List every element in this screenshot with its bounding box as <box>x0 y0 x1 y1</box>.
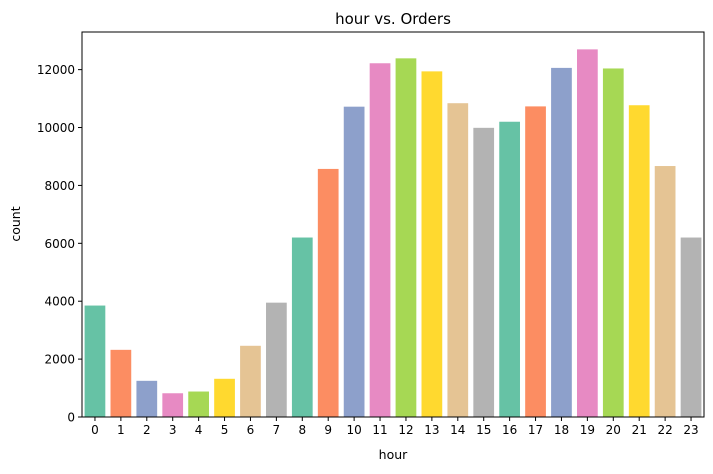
x-tick-label: 5 <box>221 423 229 437</box>
bar-hour-10 <box>343 106 365 418</box>
x-tick-label: 16 <box>502 423 517 437</box>
bar-hour-8 <box>291 237 313 417</box>
bar-hour-21 <box>628 105 650 418</box>
y-axis: 0 2000 4000 6000 8000 10000 12000 <box>37 63 82 425</box>
chart-title: hour vs. Orders <box>335 10 451 28</box>
x-axis-label: hour <box>379 447 408 462</box>
x-tick-label: 2 <box>143 423 151 437</box>
x-axis: 0 1 2 3 4 5 6 7 8 9 10 11 12 13 14 15 16 17 18 19 20 21 22 23 <box>91 417 699 437</box>
x-tick-label: 1 <box>117 423 125 437</box>
bars-group <box>84 49 702 418</box>
bar-hour-23 <box>680 237 702 417</box>
x-tick-label: 7 <box>273 423 281 437</box>
x-tick-label: 8 <box>298 423 306 437</box>
x-tick-label: 6 <box>247 423 255 437</box>
x-tick-label: 12 <box>398 423 413 437</box>
y-tick-label: 0 <box>67 411 75 425</box>
bar-hour-5 <box>214 378 235 417</box>
bar-hour-17 <box>525 106 546 417</box>
x-tick-label: 3 <box>169 423 177 437</box>
x-tick-label: 22 <box>657 423 672 437</box>
x-tick-label: 13 <box>424 423 439 437</box>
bar-hour-3 <box>162 393 184 417</box>
bar-hour-13 <box>421 71 443 418</box>
y-tick-label: 12000 <box>37 63 75 77</box>
bar-hour-19 <box>577 49 598 418</box>
bar-hour-14 <box>447 103 469 418</box>
x-tick-label: 20 <box>606 423 621 437</box>
bar-hour-1 <box>110 349 132 417</box>
y-axis-label: count <box>8 206 23 241</box>
y-tick-label: 8000 <box>44 179 75 193</box>
x-tick-label: 17 <box>528 423 543 437</box>
plot-frame <box>81 31 705 418</box>
x-tick-label: 11 <box>372 423 387 437</box>
y-tick-label: 4000 <box>44 295 75 309</box>
bar-hour-7 <box>266 302 287 417</box>
bar-hour-20 <box>602 68 624 417</box>
y-tick-label: 6000 <box>44 237 75 251</box>
bar-hour-2 <box>136 380 158 417</box>
bar-hour-9 <box>317 168 339 417</box>
y-tick-label: 10000 <box>37 121 75 135</box>
bar-hour-22 <box>654 166 676 417</box>
bar-hour-16 <box>499 121 520 418</box>
x-tick-label: 21 <box>632 423 647 437</box>
bar-hour-0 <box>84 305 106 417</box>
bar-hour-12 <box>395 58 417 418</box>
x-tick-label: 14 <box>450 423 465 437</box>
y-tick-label: 2000 <box>44 353 75 367</box>
x-tick-label: 10 <box>346 423 361 437</box>
x-tick-label: 4 <box>195 423 203 437</box>
bar-hour-11 <box>369 63 391 417</box>
x-tick-label: 18 <box>554 423 569 437</box>
bar-hour-4 <box>188 391 209 417</box>
x-tick-label: 15 <box>476 423 491 437</box>
bar-hour-6 <box>240 345 261 417</box>
x-tick-label: 23 <box>683 423 698 437</box>
bar-hour-18 <box>551 67 572 417</box>
x-tick-label: 19 <box>580 423 595 437</box>
x-tick-label: 9 <box>324 423 332 437</box>
bar-hour-15 <box>473 127 495 417</box>
x-tick-label: 0 <box>91 423 99 437</box>
